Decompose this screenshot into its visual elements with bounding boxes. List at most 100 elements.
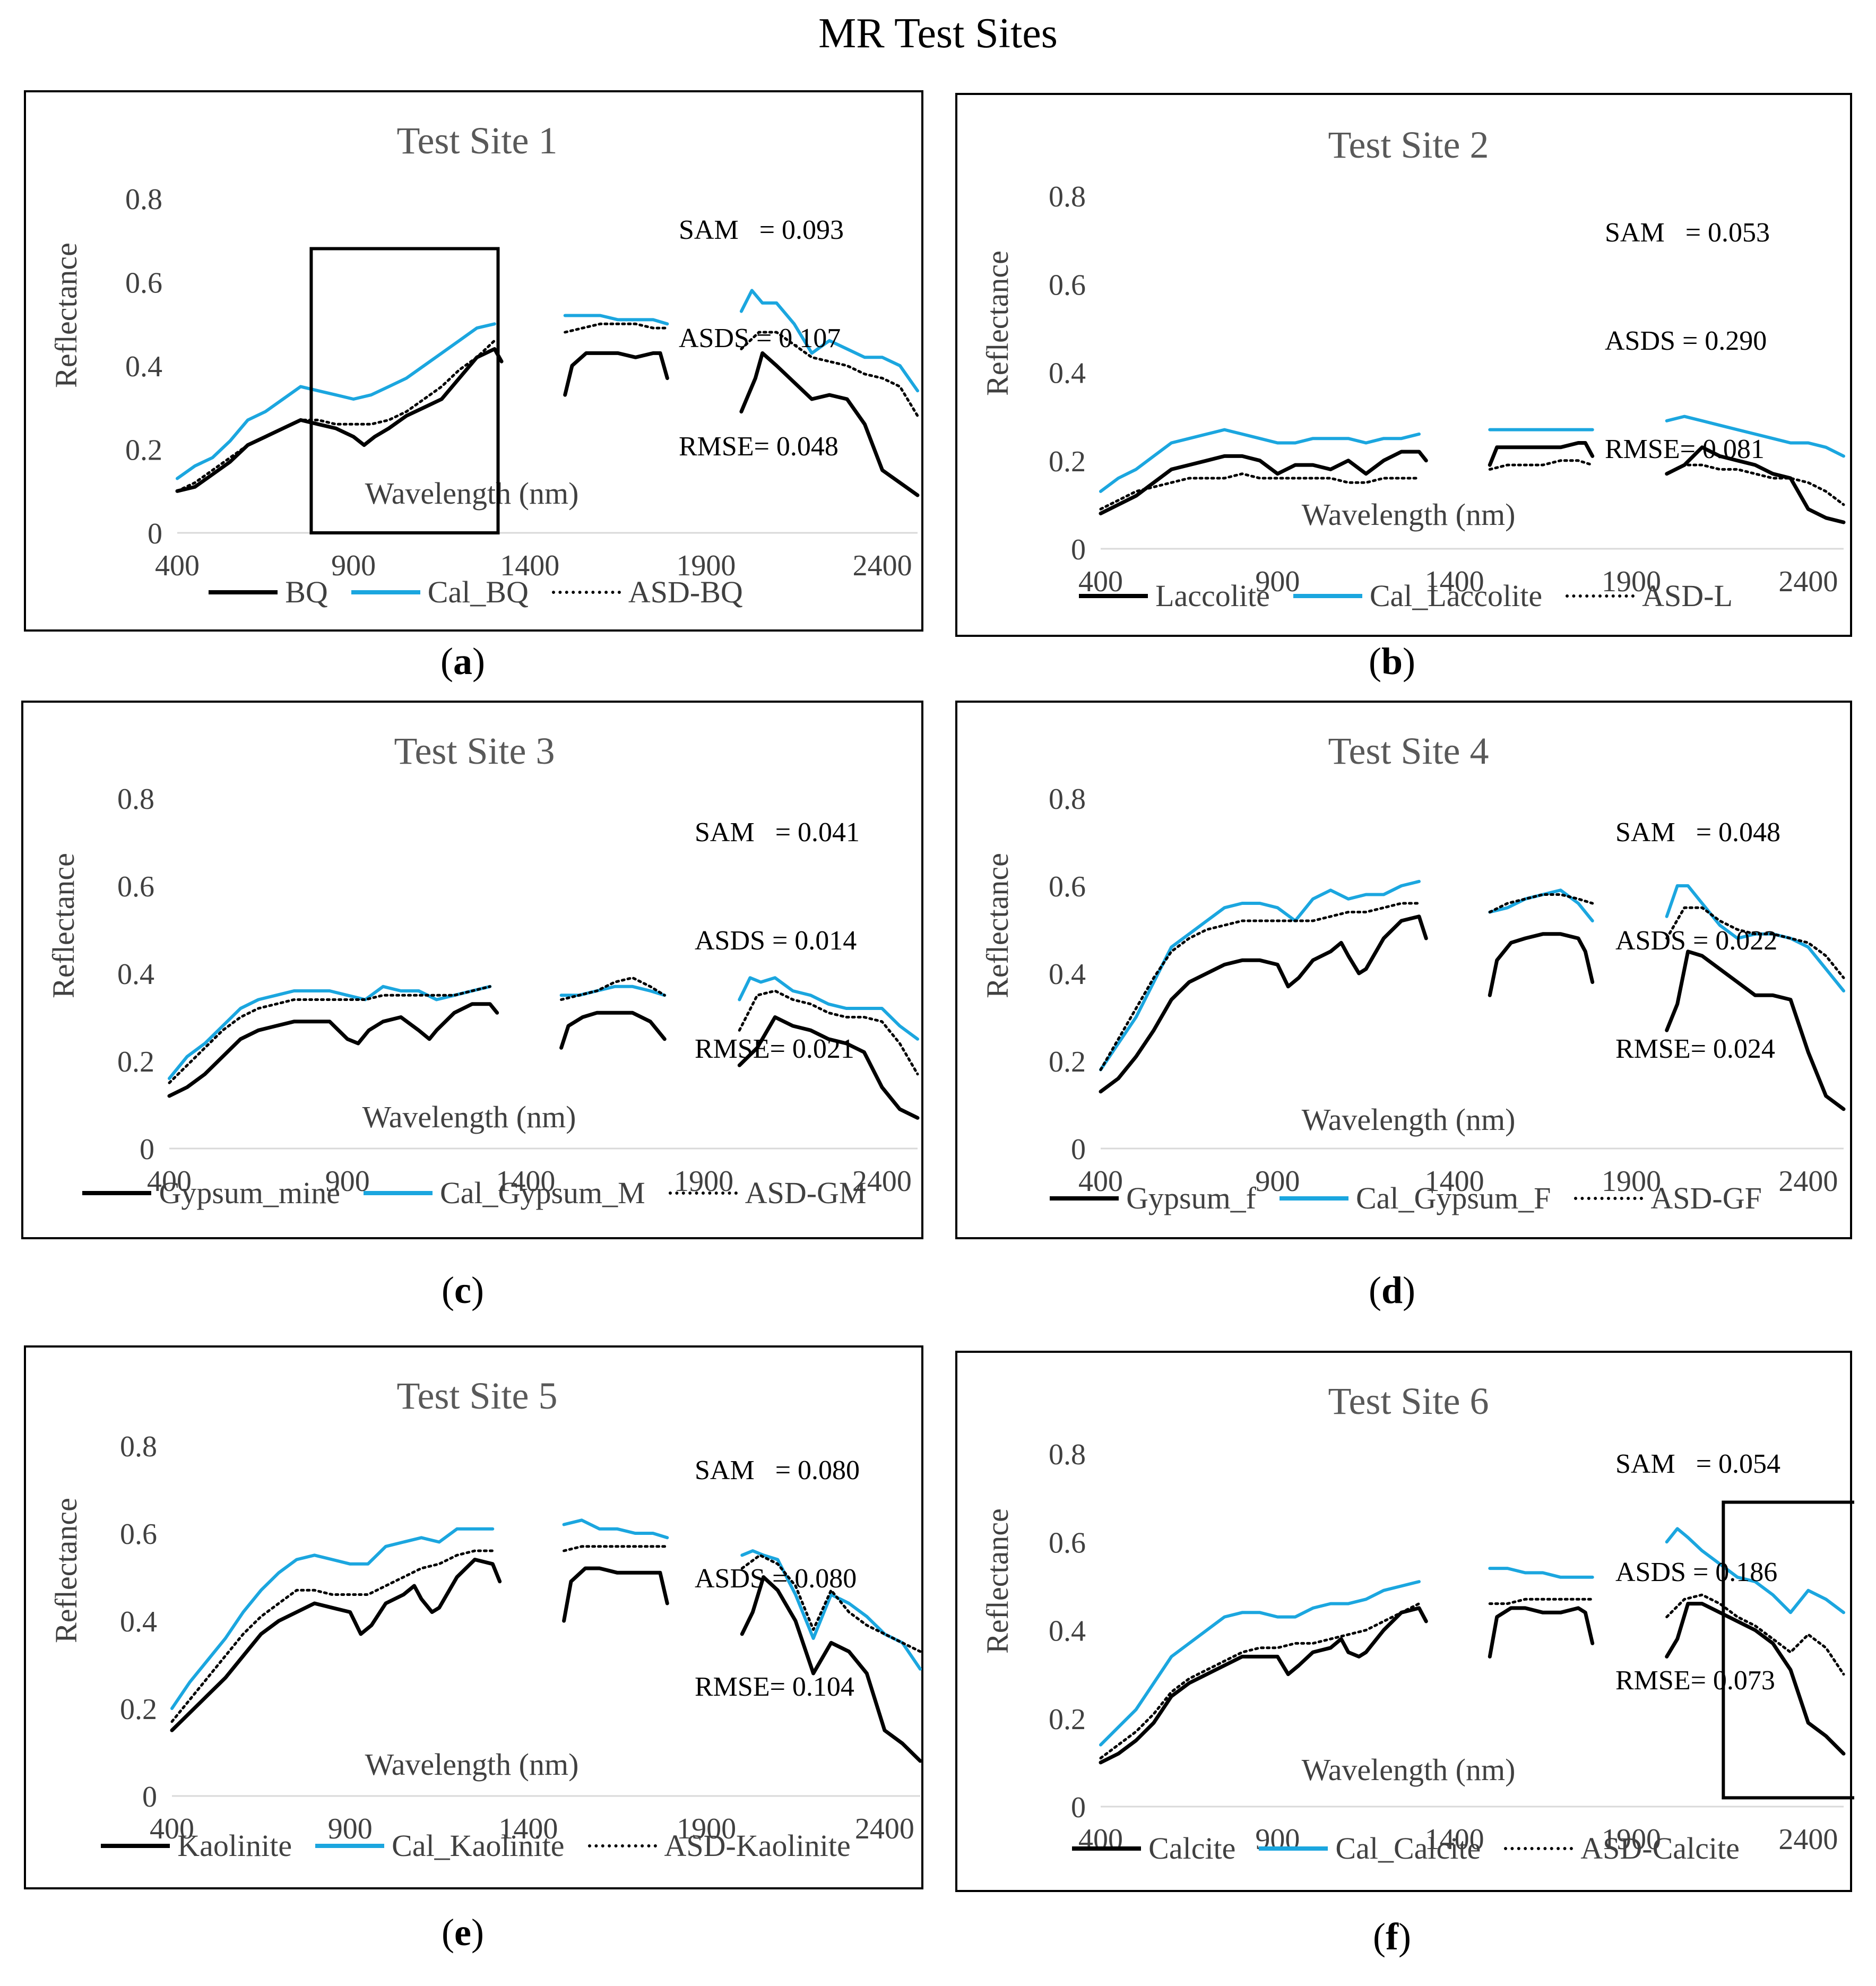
y-tick-label: 0.2 <box>1049 1703 1086 1736</box>
highlight-box <box>1722 1500 1854 1800</box>
legend-entry-observed: Laccolite <box>1079 578 1270 614</box>
legend-label: ASD-L <box>1642 578 1733 613</box>
x-tick-label: 900 <box>1255 1823 1300 1856</box>
series-line-observed <box>740 1575 922 1763</box>
y-tick-label: 0.4 <box>117 958 154 991</box>
series-line-asd <box>176 339 496 493</box>
chart-b-svg: Test Site 2 0 0.2 0.4 0.6 0.8 400 900 1400 1900 24… <box>980 124 1846 598</box>
x-axis-label: Wavelength (nm) <box>1302 1752 1516 1787</box>
y-axis-label: Reflectance <box>980 251 1015 396</box>
x-tick-label: 1900 <box>1602 565 1661 598</box>
legend-entry-asd: ASD-GF <box>1574 1180 1762 1216</box>
legend-label: ASD-Kaolinite <box>664 1828 851 1863</box>
legend-label: Gypsum_mine <box>159 1176 341 1210</box>
y-axis-label: Reflectance <box>49 1498 83 1643</box>
series-line-observed <box>562 1566 669 1623</box>
y-tick-label: 0.4 <box>1049 1615 1086 1648</box>
x-tick-label: 1900 <box>676 549 736 582</box>
legend-entry-calibrated: Cal_Calcite <box>1259 1830 1481 1866</box>
x-tick-label: 400 <box>155 549 200 582</box>
stat-sam: SAM = 0.053 <box>1605 218 1770 248</box>
chart-title: Test Site 6 <box>1328 1380 1489 1422</box>
caption-f: (f) <box>1373 1915 1411 1958</box>
y-tick-label: 0.4 <box>1049 357 1086 390</box>
series-line-observed <box>167 1002 499 1098</box>
x-tick-label: 400 <box>1078 1823 1123 1856</box>
y-tick-label: 0.8 <box>120 1430 157 1463</box>
legend-label: ASD-GF <box>1650 1181 1762 1215</box>
legend-label: BQ <box>285 575 328 609</box>
legend-entry-asd: ASD-Calcite <box>1504 1830 1740 1866</box>
series-line-asd <box>170 1549 494 1723</box>
series-line-asd <box>740 1553 922 1653</box>
y-tick-label: 0.6 <box>125 267 162 300</box>
panel-a: Test Site 1 0 0.2 0.4 0.6 0.8 400 900 1400 1900 24… <box>24 90 923 632</box>
stats-c: SAM = 0.041 ASDS = 0.014 RMSE= 0.021 <box>695 742 860 1139</box>
panel-d: Test Site 4 0 0.2 0.4 0.6 0.8 400 900 1400 1900 24… <box>955 701 1852 1239</box>
caption-d: (d) <box>1368 1269 1415 1311</box>
caption-b: (b) <box>1368 640 1415 683</box>
stat-rmse: RMSE= 0.081 <box>1605 434 1765 464</box>
legend-entry-calibrated: Cal_Laccolite <box>1293 578 1542 614</box>
series-line-asd <box>1099 1602 1421 1760</box>
series-line-observed <box>563 351 669 397</box>
y-tick-label: 0 <box>142 1781 157 1814</box>
x-tick-label: 1400 <box>1425 1165 1484 1198</box>
y-tick-label: 0.8 <box>125 183 162 216</box>
chart-title: Test Site 5 <box>397 1375 558 1417</box>
x-axis-label: Wavelength (nm) <box>365 476 579 511</box>
legend-label: ASD-BQ <box>628 575 743 609</box>
legend-label: Cal_Laccolite <box>1369 578 1543 613</box>
y-axis-label: Reflectance <box>49 243 83 388</box>
x-axis-label: Wavelength (nm) <box>1302 497 1516 532</box>
series-line-calibrated <box>1099 428 1421 493</box>
legend-entry-asd: ASD-Kaolinite <box>587 1828 851 1863</box>
stat-asds: ASDS = 0.022 <box>1615 926 1778 956</box>
stat-rmse: RMSE= 0.021 <box>695 1034 854 1064</box>
series-line-asd <box>168 985 491 1084</box>
legend-label: ASD-GM <box>745 1176 867 1210</box>
caption-a: (a) <box>440 640 485 683</box>
series-line-asd <box>740 331 919 417</box>
series-line-calibrated <box>1488 888 1594 922</box>
panel-e: Test Site 5 0 0.2 0.4 0.6 0.8 400 900 1400 1900 24… <box>24 1345 923 1889</box>
y-tick-label: 0 <box>1071 1133 1086 1166</box>
x-tick-label: 1400 <box>1425 565 1484 598</box>
x-tick-label: 400 <box>1078 1165 1123 1198</box>
series-line-asd <box>560 976 666 1001</box>
y-tick-label: 0.4 <box>125 350 162 383</box>
chart-title: Test Site 3 <box>394 730 555 772</box>
stat-sam: SAM = 0.054 <box>1615 1449 1781 1479</box>
caption-e: (e) <box>442 1911 484 1954</box>
legend-entry-calibrated: Cal_BQ <box>351 574 529 610</box>
series-line-calibrated <box>738 976 919 1041</box>
x-tick-label: 1400 <box>1425 1823 1484 1856</box>
chart-d-svg: Test Site 4 0 0.2 0.4 0.6 0.8 400 900 1400 1900 24… <box>980 730 1846 1198</box>
x-tick-label: 1400 <box>500 549 559 582</box>
chart-f-svg: Test Site 6 0 0.2 0.4 0.6 0.8 400 900 1400 1900 24… <box>980 1380 1854 1856</box>
legend-c: Gypsum_mine Cal_Gypsum_M ASD-GM <box>23 1175 926 1211</box>
legend-entry-observed: BQ <box>209 574 328 610</box>
x-tick-label: 400 <box>1078 565 1123 598</box>
series-line-observed <box>1488 1606 1595 1659</box>
x-tick-label: 2400 <box>1778 565 1838 598</box>
series-line-observed <box>739 351 920 497</box>
series-line-observed <box>559 1011 667 1050</box>
y-tick-label: 0 <box>140 1133 154 1166</box>
series-line-calibrated <box>1099 1580 1421 1747</box>
stat-rmse: RMSE= 0.048 <box>679 431 838 462</box>
y-tick-label: 0.2 <box>1049 445 1086 478</box>
stat-asds: ASDS = 0.186 <box>1615 1557 1778 1587</box>
panel-c: Test Site 3 0 0.2 0.4 0.6 0.8 400 900 1400 1900 24… <box>21 701 923 1239</box>
x-tick-label: 1900 <box>1602 1165 1661 1198</box>
x-tick-label: 900 <box>1255 565 1300 598</box>
series-line-asd <box>564 322 669 334</box>
x-axis-label: Wavelength (nm) <box>1302 1102 1516 1137</box>
legend-d: Gypsum_f Cal_Gypsum_F ASD-GF <box>957 1180 1854 1216</box>
y-tick-label: 0.2 <box>125 434 162 467</box>
x-tick-label: 1400 <box>496 1165 555 1198</box>
x-tick-label: 900 <box>1255 1165 1300 1198</box>
x-tick-label: 2400 <box>1778 1165 1838 1198</box>
legend-label: Cal_BQ <box>427 575 529 609</box>
x-tick-label: 1900 <box>1602 1823 1661 1856</box>
